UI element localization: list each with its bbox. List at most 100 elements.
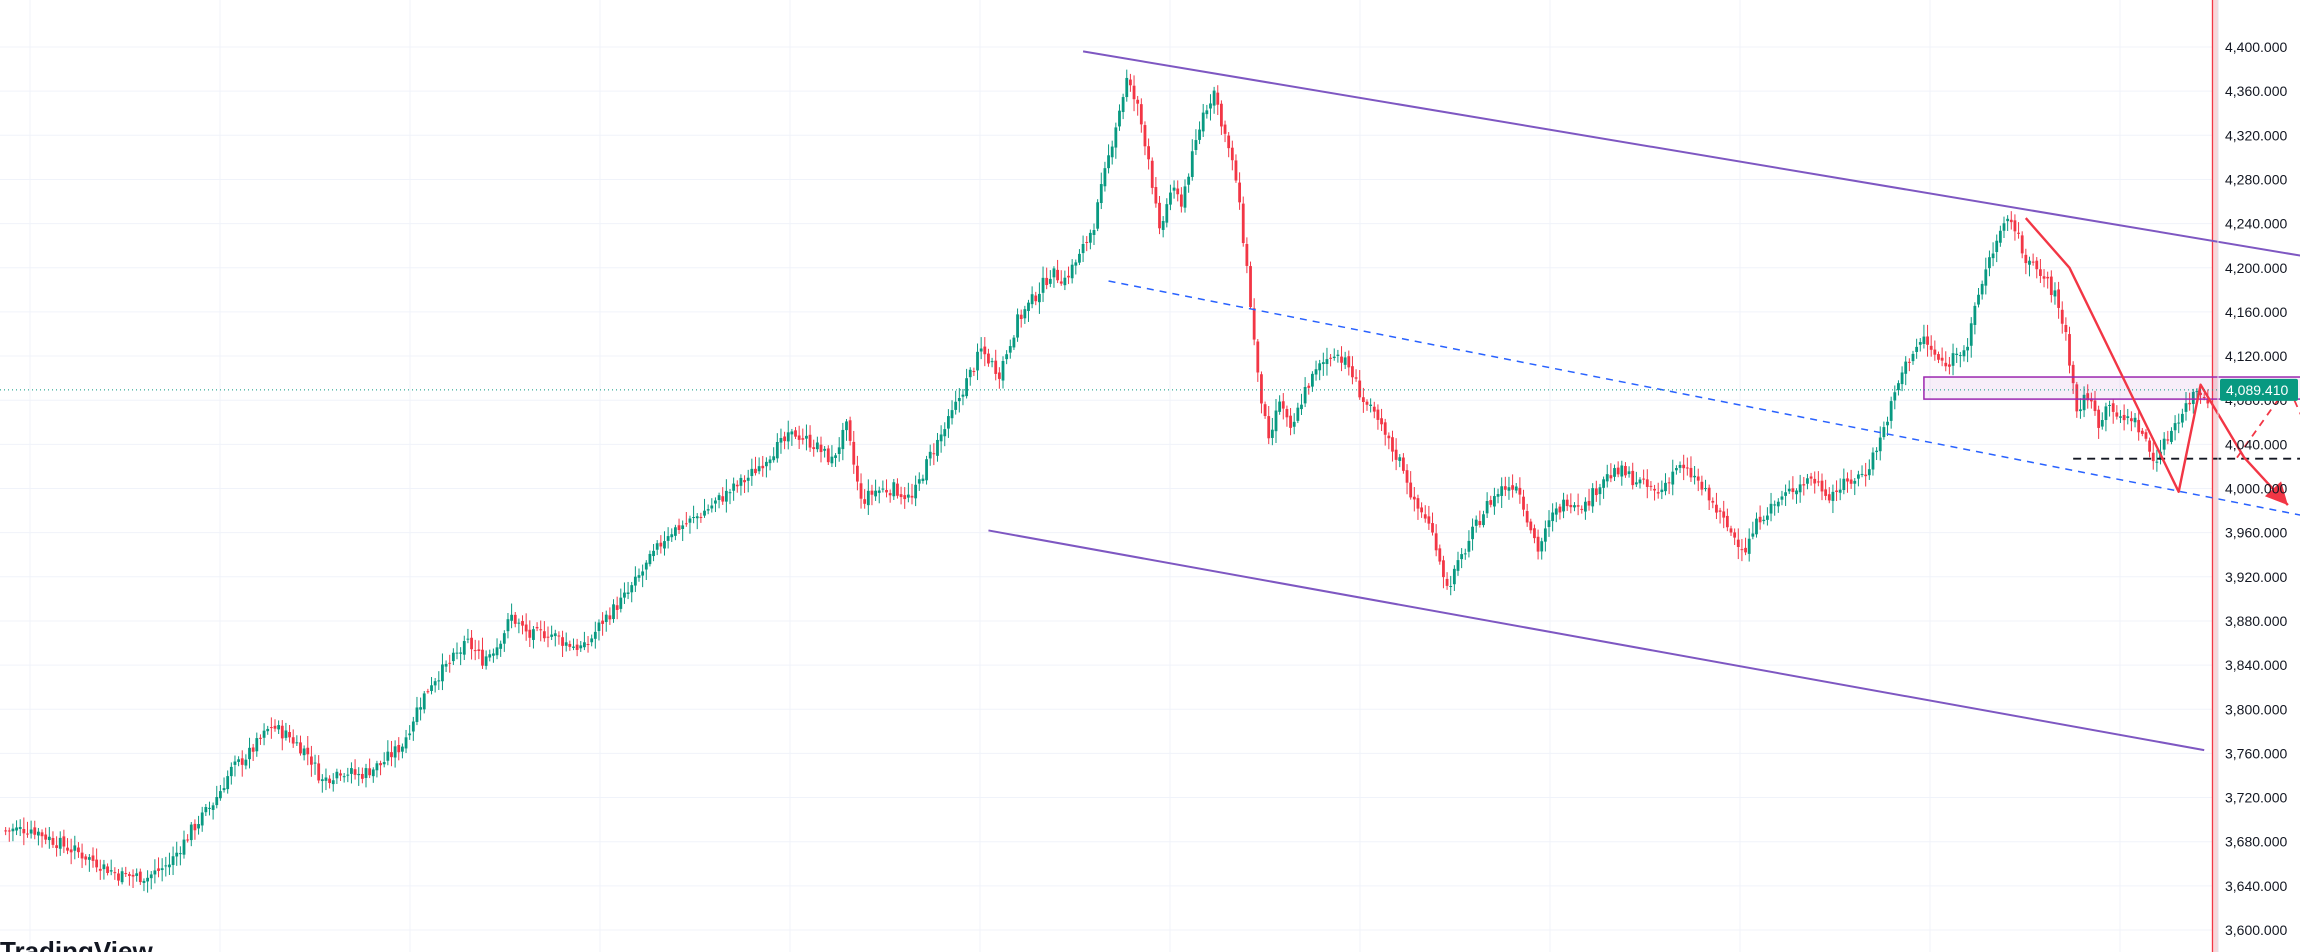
candle-body[interactable] (979, 348, 983, 352)
candle-body[interactable] (870, 490, 874, 495)
candle-body[interactable] (797, 435, 801, 440)
candle-body[interactable] (1420, 507, 1423, 513)
candle-body[interactable] (91, 855, 95, 861)
candle-body[interactable] (1605, 474, 1609, 482)
candle-body[interactable] (1929, 345, 1933, 350)
candle-body[interactable] (1918, 342, 1922, 345)
candle-body[interactable] (1296, 407, 1300, 421)
candle-body[interactable] (1715, 504, 1718, 513)
candle-body[interactable] (1838, 489, 1842, 493)
candle-body[interactable] (1358, 380, 1362, 398)
candle-body[interactable] (1711, 500, 1715, 503)
candle-body[interactable] (353, 769, 357, 775)
candle-body[interactable] (750, 468, 754, 477)
candle-body[interactable] (251, 747, 255, 752)
candle-body[interactable] (2020, 235, 2024, 254)
candle-body[interactable] (1125, 77, 1129, 98)
candle-body[interactable] (950, 410, 954, 419)
candle-body[interactable] (1107, 155, 1110, 169)
candle-body[interactable] (1467, 540, 1471, 552)
candle-body[interactable] (1019, 314, 1023, 320)
candle-body[interactable] (2151, 452, 2155, 462)
candle-body[interactable] (1376, 409, 1380, 420)
candle-body[interactable] (524, 624, 528, 632)
candle-body[interactable] (2028, 260, 2031, 265)
candle-body[interactable] (513, 614, 517, 624)
candle-body[interactable] (1962, 350, 1966, 357)
candle-body[interactable] (324, 777, 328, 781)
candle-body[interactable] (1318, 363, 1322, 371)
candle-body[interactable] (1048, 278, 1052, 284)
candle-body[interactable] (706, 509, 710, 511)
candle-body[interactable] (1551, 512, 1555, 522)
candle-body[interactable] (1325, 359, 1329, 365)
channel-midline-line[interactable] (1108, 280, 2300, 533)
channel-top-line[interactable] (1082, 50, 2300, 275)
candle-body[interactable] (1412, 496, 1416, 500)
candle-body[interactable] (2060, 309, 2064, 324)
candle-body[interactable] (288, 731, 291, 738)
candle-body[interactable] (2068, 334, 2071, 366)
candle-body[interactable] (961, 394, 965, 397)
candle-body[interactable] (1172, 187, 1176, 191)
candle-body[interactable] (149, 874, 153, 879)
candle-body[interactable] (98, 868, 102, 871)
candle-body[interactable] (896, 483, 899, 496)
candle-body[interactable] (1198, 129, 1201, 140)
candle-body[interactable] (1948, 364, 1951, 367)
candle-body[interactable] (1438, 548, 1442, 562)
candle-body[interactable] (1649, 485, 1653, 487)
candle-body[interactable] (1078, 253, 1081, 263)
candle-body[interactable] (1016, 314, 1019, 338)
candle-body[interactable] (2162, 438, 2166, 450)
candle-body[interactable] (710, 505, 714, 509)
candle-body[interactable] (775, 441, 779, 459)
candle-body[interactable] (211, 805, 215, 810)
candle-body[interactable] (681, 525, 685, 530)
candle-body[interactable] (310, 756, 313, 765)
candle-body[interactable] (1813, 478, 1817, 484)
candle-body[interactable] (699, 516, 703, 518)
candle-body[interactable] (612, 604, 615, 620)
candle-body[interactable] (7, 830, 11, 832)
candle-body[interactable] (1038, 293, 1041, 303)
candle-body[interactable] (677, 525, 681, 530)
candle-body[interactable] (80, 852, 84, 859)
candle-body[interactable] (1365, 401, 1369, 405)
candle-body[interactable] (2039, 269, 2042, 276)
candle-body[interactable] (328, 778, 331, 784)
candle-body[interactable] (1183, 186, 1187, 208)
candle-body[interactable] (47, 836, 51, 841)
candle-body[interactable] (539, 629, 543, 631)
candle-body[interactable] (1252, 308, 1256, 340)
candle-body[interactable] (608, 615, 612, 620)
candle-body[interactable] (455, 652, 459, 654)
candle-body[interactable] (892, 482, 896, 497)
candle-body[interactable] (157, 868, 160, 871)
candle-body[interactable] (422, 693, 426, 710)
candle-body[interactable] (1416, 498, 1420, 509)
candle-body[interactable] (26, 833, 29, 835)
candle-body[interactable] (448, 662, 452, 664)
candle-body[interactable] (1478, 521, 1482, 525)
candle-body[interactable] (863, 499, 867, 504)
candle-body[interactable] (692, 517, 695, 519)
candle-body[interactable] (1216, 92, 1220, 105)
candle-body[interactable] (1900, 372, 1904, 385)
candle-body[interactable] (2166, 439, 2170, 441)
candle-body[interactable] (841, 429, 845, 450)
candle-body[interactable] (1139, 104, 1143, 125)
candle-body[interactable] (1656, 492, 1660, 494)
candle-body[interactable] (128, 874, 131, 876)
candle-body[interactable] (1194, 140, 1198, 151)
candle-body[interactable] (2170, 430, 2173, 442)
projection-dashed-path[interactable] (2236, 384, 2300, 483)
candle-body[interactable] (240, 758, 244, 765)
candle-body[interactable] (346, 774, 350, 776)
candle-body[interactable] (714, 500, 717, 504)
candle-body[interactable] (397, 745, 401, 753)
candle-body[interactable] (1857, 474, 1860, 479)
candle-body[interactable] (40, 832, 44, 837)
candle-body[interactable] (1274, 410, 1278, 432)
candle-body[interactable] (997, 372, 1001, 379)
